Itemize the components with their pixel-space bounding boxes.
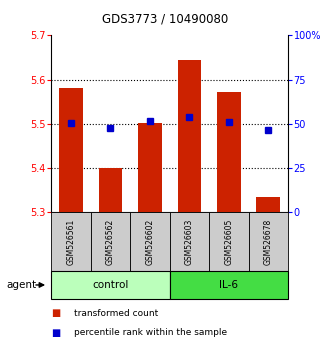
Text: agent: agent bbox=[7, 280, 37, 290]
Bar bbox=[91, 212, 130, 271]
Text: GSM526561: GSM526561 bbox=[67, 218, 75, 265]
Bar bbox=[209, 212, 249, 271]
Text: IL-6: IL-6 bbox=[219, 280, 238, 290]
Text: GSM526603: GSM526603 bbox=[185, 218, 194, 265]
Text: GSM526602: GSM526602 bbox=[145, 218, 155, 265]
Bar bbox=[249, 212, 288, 271]
Bar bbox=[217, 92, 241, 212]
Bar bbox=[99, 168, 122, 212]
Text: GSM526678: GSM526678 bbox=[264, 218, 273, 265]
Text: control: control bbox=[92, 280, 129, 290]
Text: ■: ■ bbox=[51, 328, 61, 338]
Bar bbox=[257, 197, 280, 212]
Bar bbox=[177, 60, 201, 212]
Text: percentile rank within the sample: percentile rank within the sample bbox=[74, 328, 228, 337]
Text: ■: ■ bbox=[51, 308, 61, 318]
Text: GSM526562: GSM526562 bbox=[106, 218, 115, 265]
Bar bbox=[51, 212, 91, 271]
Text: GSM526605: GSM526605 bbox=[224, 218, 233, 265]
Text: transformed count: transformed count bbox=[74, 309, 159, 318]
Bar bbox=[169, 212, 209, 271]
Bar bbox=[59, 88, 83, 212]
Text: GDS3773 / 10490080: GDS3773 / 10490080 bbox=[102, 12, 229, 25]
Bar bbox=[130, 212, 169, 271]
Bar bbox=[138, 122, 162, 212]
Bar bbox=[51, 271, 169, 299]
Bar bbox=[169, 271, 288, 299]
